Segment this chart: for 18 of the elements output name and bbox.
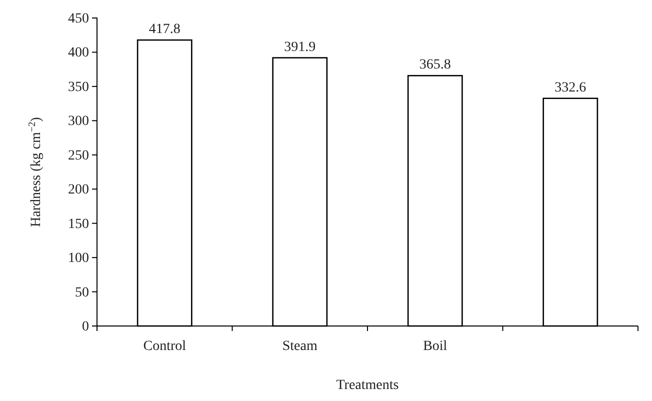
y-tick-label: 50 (75, 285, 89, 300)
x-tick-label: Control (143, 339, 186, 354)
x-tick-label: Steam (282, 339, 318, 354)
y-tick-label: 0 (82, 319, 89, 334)
y-tick-label: 200 (68, 182, 89, 198)
y-tick-label: 100 (68, 251, 89, 266)
x-tick-label: Boil (423, 339, 448, 354)
data-label: 365.8 (419, 58, 451, 73)
x-axis-title: Treatments (336, 378, 399, 393)
y-tick-label: 400 (68, 46, 89, 61)
y-tick-label: 150 (68, 216, 89, 232)
data-label: 332.6 (554, 80, 586, 96)
y-tick-label: 350 (68, 80, 89, 95)
data-label: 391.9 (284, 40, 316, 55)
data-label: 417.8 (148, 22, 180, 38)
y-tick-label: 450 (68, 11, 89, 26)
y-tick-label: 250 (68, 148, 89, 164)
y-tick-label: 300 (68, 114, 89, 130)
